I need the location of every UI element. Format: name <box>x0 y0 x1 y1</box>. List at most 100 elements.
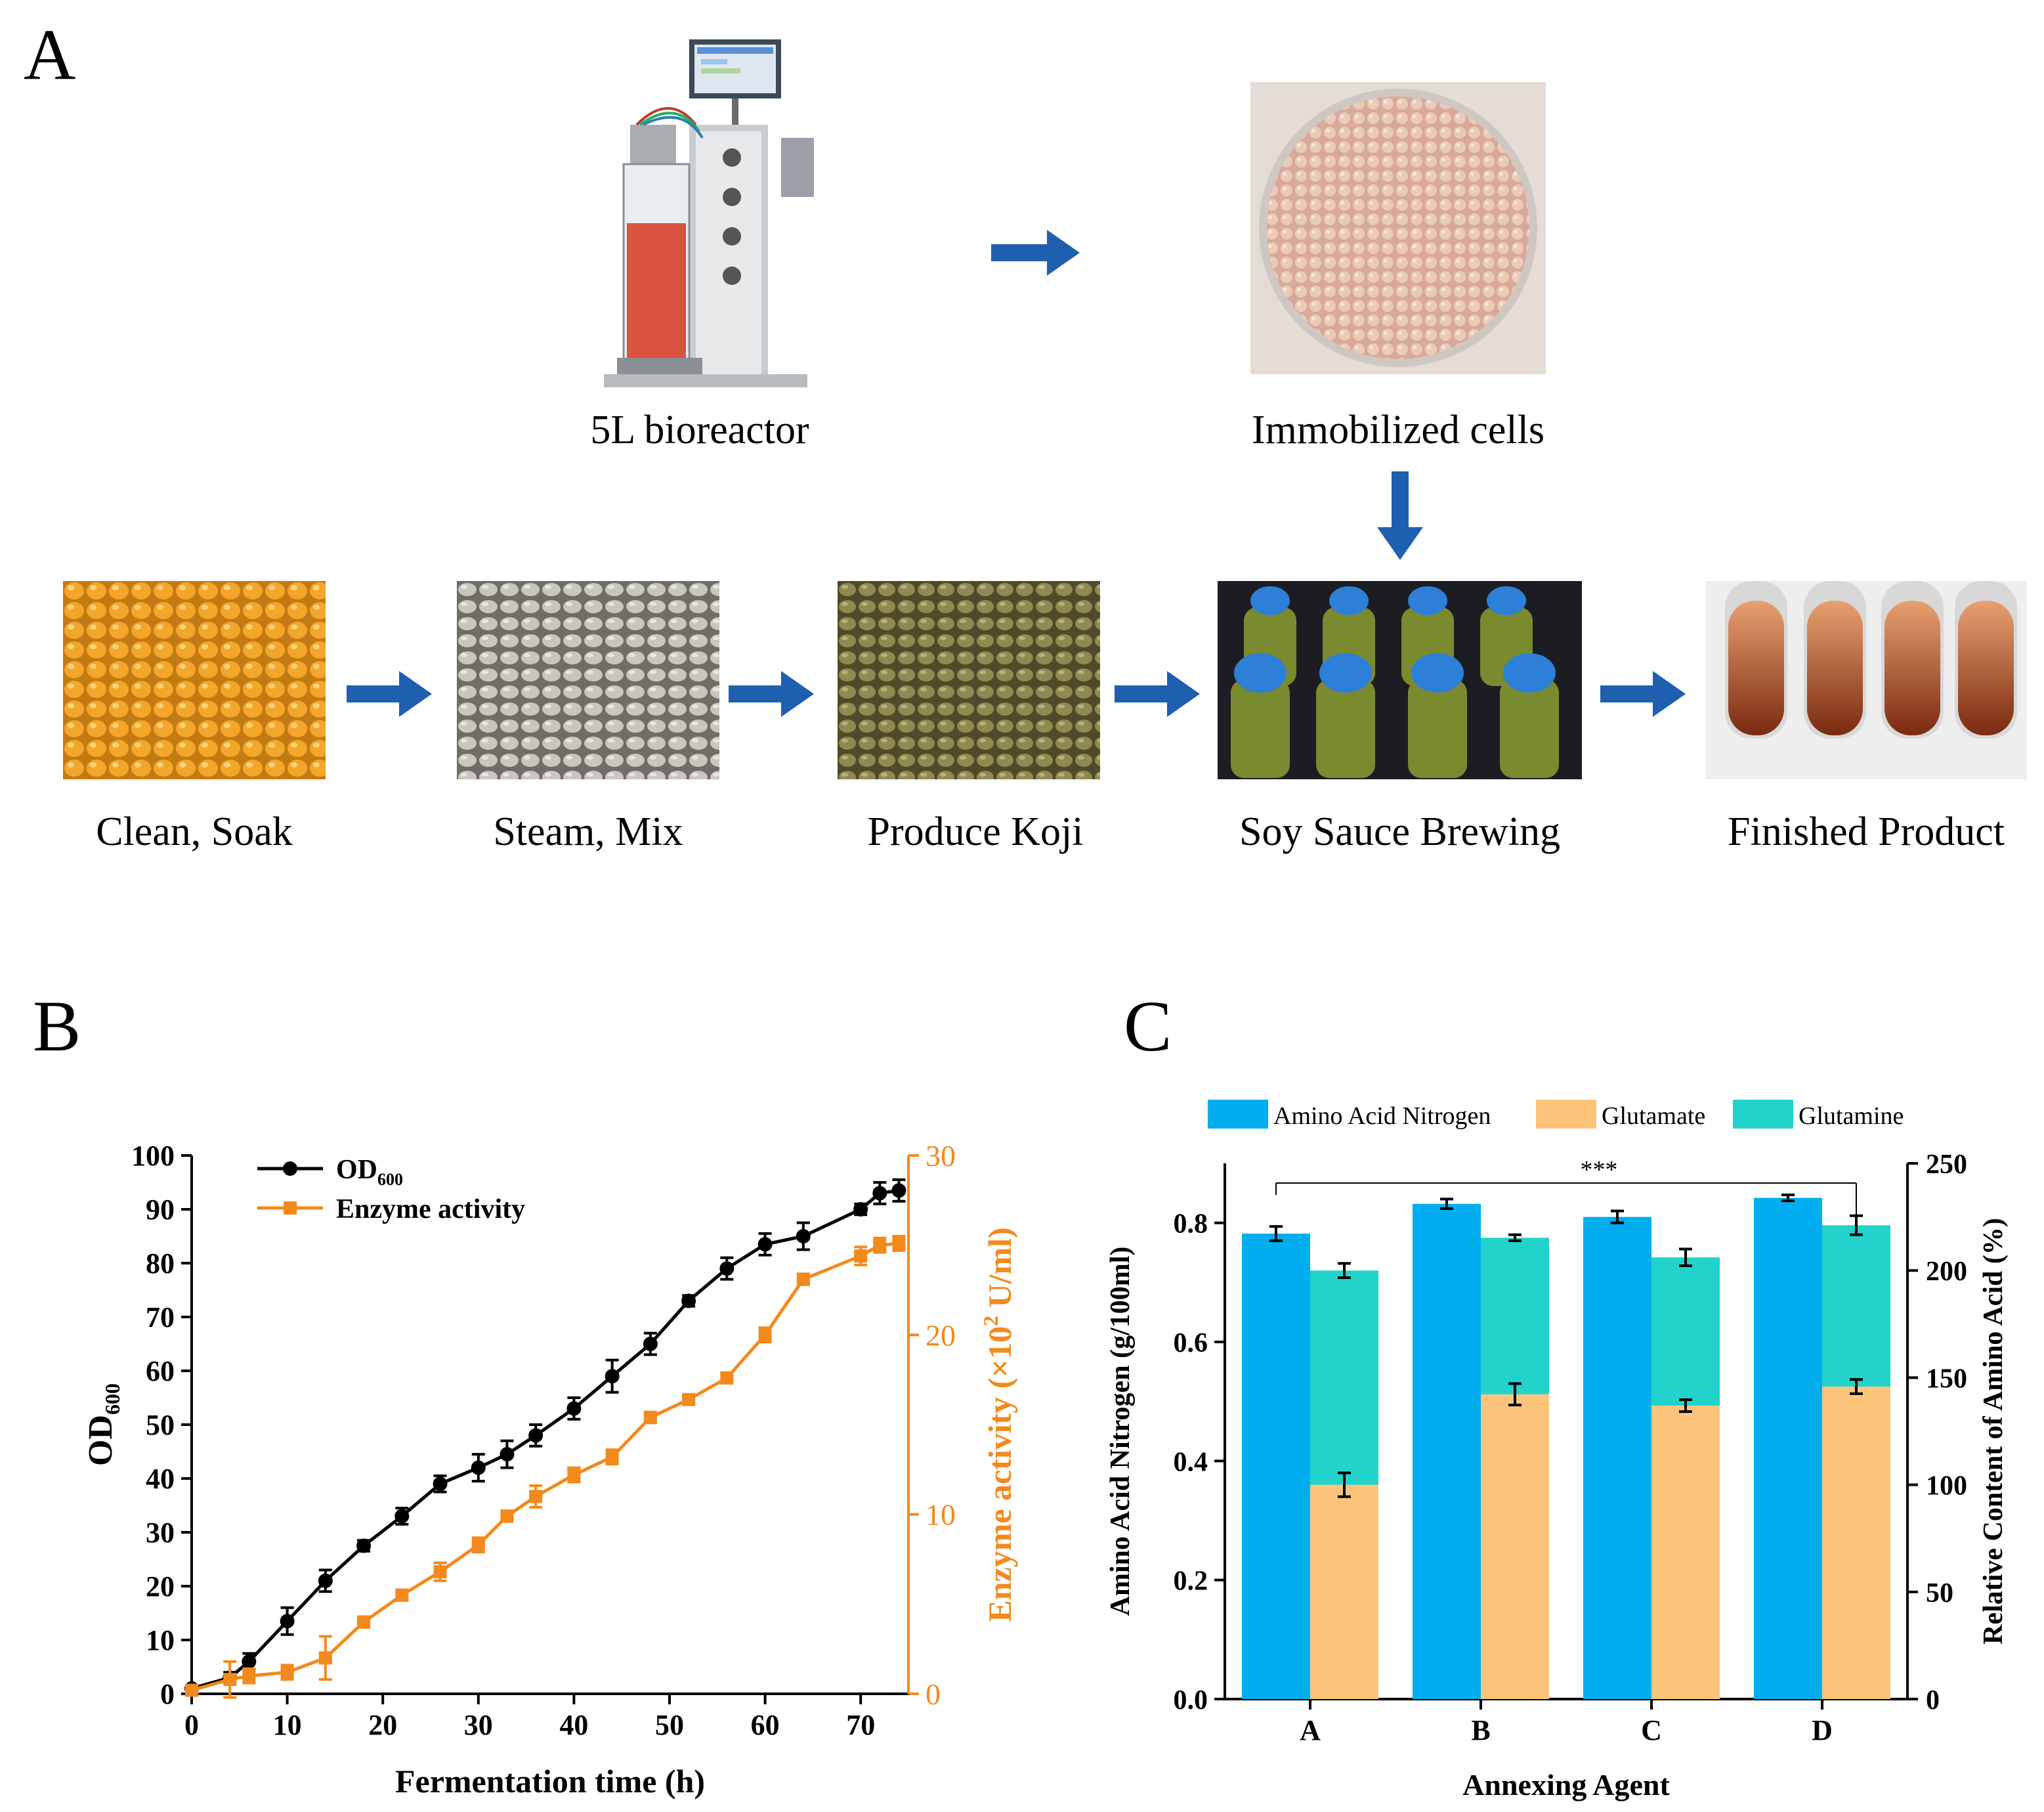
y-tick-label: 90 <box>146 1194 175 1226</box>
data-point <box>567 1468 581 1482</box>
y-tick-label: 80 <box>146 1247 175 1280</box>
data-point <box>757 1237 773 1252</box>
koji-photo <box>838 581 1100 779</box>
chart-c-bars <box>1242 1194 1890 1699</box>
bar-group-b <box>1413 1197 1549 1699</box>
y-tick-label: 0.6 <box>1174 1328 1208 1358</box>
y2-tick-label: 30 <box>926 1139 956 1173</box>
panel-label-a: A <box>24 14 76 95</box>
data-point <box>758 1328 772 1342</box>
legend-marker <box>283 1161 297 1176</box>
chart-c-legend: Amino Acid Nitrogen Glutamate Glutamine <box>1208 1100 1904 1130</box>
arrow-right-icon <box>347 671 432 717</box>
y-tick-label: 100 <box>131 1140 175 1172</box>
data-point <box>356 1538 372 1553</box>
data-point <box>242 1654 257 1669</box>
x-tick-label: 10 <box>273 1709 302 1741</box>
bar-glutamine <box>1481 1238 1549 1394</box>
chart-c-axes: 0.0 0.2 0.4 0.6 0.8 0 50 100 150 200 250 A B C D *** Ann… <box>1105 1150 2009 1801</box>
y-tick-label: 50 <box>146 1409 175 1441</box>
arrow-right-icon <box>729 671 814 717</box>
chart-b: 0 10 20 30 40 50 60 70 80 90 100 0 10 20 30 40 50 60 70 0 10… <box>82 1139 1018 1800</box>
data-point <box>280 1666 294 1679</box>
data-point <box>185 1683 198 1697</box>
soybeans-photo <box>63 581 326 779</box>
data-point <box>854 1249 868 1263</box>
legend-swatch <box>1733 1100 1793 1129</box>
bar-glutamine <box>1822 1225 1890 1387</box>
data-point <box>471 1460 486 1475</box>
y-tick-label: 20 <box>146 1570 175 1603</box>
bar-glutamine <box>1651 1257 1720 1406</box>
bar-group-a <box>1242 1225 1378 1699</box>
bar-glutamate <box>1651 1406 1720 1699</box>
y2-tick-label: 100 <box>1926 1471 1967 1501</box>
x-tick-label: D <box>1812 1714 1833 1746</box>
y2-tick-label: 200 <box>1926 1257 1967 1287</box>
x-tick-label: 20 <box>368 1709 397 1741</box>
data-point <box>318 1573 333 1588</box>
y2-tick-label: 10 <box>926 1498 956 1532</box>
bar-amino-acid-nitrogen <box>1583 1217 1651 1699</box>
data-point <box>318 1651 332 1665</box>
bar-glutamine <box>1310 1270 1378 1485</box>
y-tick-label: 40 <box>146 1463 175 1495</box>
data-point <box>892 1236 906 1250</box>
x-axis-title: Fermentation time (h) <box>395 1763 705 1800</box>
x-tick-label: 40 <box>559 1709 588 1741</box>
data-point <box>720 1371 734 1385</box>
data-point <box>223 1673 237 1687</box>
data-point <box>796 1272 810 1286</box>
caption-immobilized: Immobilized cells <box>1252 408 1544 452</box>
caption-clean: Clean, Soak <box>96 809 293 854</box>
legend-swatch <box>1536 1100 1596 1129</box>
data-point <box>357 1615 371 1629</box>
data-point <box>529 1490 543 1503</box>
caption-bioreactor: 5L bioreactor <box>590 408 809 452</box>
arrow-right-icon <box>1115 671 1200 717</box>
y-tick-label: 10 <box>146 1624 175 1656</box>
chart-b-legend: OD600 Enzyme activity <box>257 1155 525 1224</box>
series-od600 <box>184 1178 906 1696</box>
legend-label-enzyme: Enzyme activity <box>336 1194 525 1224</box>
bar-amino-acid-nitrogen <box>1754 1197 1822 1699</box>
bar-glutamate <box>1822 1387 1890 1699</box>
arrow-right-icon <box>991 230 1080 276</box>
data-point <box>395 1588 409 1602</box>
data-point <box>528 1428 543 1443</box>
arrow-down-icon <box>1377 471 1423 560</box>
y2-tick-label: 150 <box>1926 1364 1967 1394</box>
caption-steam: Steam, Mix <box>493 809 683 854</box>
data-point <box>433 1477 448 1492</box>
data-point <box>853 1202 868 1217</box>
data-point <box>433 1565 447 1579</box>
data-point <box>643 1411 657 1425</box>
y-tick-label: 0.0 <box>1174 1685 1208 1715</box>
data-point <box>873 1238 887 1252</box>
bar-glutamate <box>1481 1394 1549 1699</box>
chart-c: Amino Acid Nitrogen Glutamate Glutamine 0.… <box>1105 1100 2009 1801</box>
legend-label: Amino Acid Nitrogen <box>1273 1102 1491 1130</box>
x-tick-label: 50 <box>655 1709 684 1741</box>
chart-b-axes: 0 10 20 30 40 50 60 70 80 90 100 0 10 20 30 40 50 60 70 0 10… <box>82 1139 1018 1800</box>
data-point <box>500 1447 515 1462</box>
y-axis-title: OD600 <box>82 1383 124 1466</box>
y-tick-label: 0.8 <box>1174 1209 1208 1240</box>
arrow-right-icon <box>1600 671 1686 717</box>
data-point <box>566 1401 582 1416</box>
legend-marker <box>284 1201 297 1215</box>
data-point <box>394 1509 410 1524</box>
data-point <box>681 1293 696 1308</box>
bioreactor-photo <box>591 26 827 394</box>
data-point <box>605 1369 620 1384</box>
data-point <box>796 1229 811 1243</box>
bar-amino-acid-nitrogen <box>1413 1203 1481 1699</box>
data-point <box>242 1669 256 1683</box>
series-enzyme-activity <box>185 1235 906 1699</box>
legend-label: Glutamine <box>1799 1102 1904 1130</box>
x-tick-label: C <box>1641 1714 1662 1746</box>
y2-tick-label: 0 <box>1926 1685 1940 1715</box>
x-tick-label: 70 <box>846 1709 875 1741</box>
caption-koji: Produce Koji <box>867 809 1084 854</box>
y-tick-label: 0.2 <box>1174 1566 1208 1597</box>
